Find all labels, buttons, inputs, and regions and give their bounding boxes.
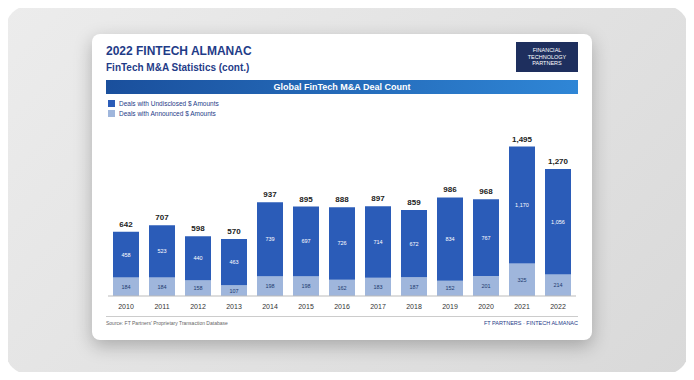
svg-text:2017: 2017 bbox=[370, 303, 386, 310]
svg-text:158: 158 bbox=[193, 285, 202, 291]
svg-text:598: 598 bbox=[191, 224, 205, 233]
svg-text:767: 767 bbox=[481, 235, 490, 241]
svg-text:1,270: 1,270 bbox=[548, 157, 569, 166]
html-text:Global FinTech M&A Deal Count: Global FinTech M&A Deal Count bbox=[273, 82, 411, 92]
html-text:Source: FT Partners' Proprieta: Source: FT Partners' Proprietary Transac… bbox=[106, 320, 228, 326]
svg-text:707: 707 bbox=[155, 213, 169, 222]
svg-text:2011: 2011 bbox=[154, 303, 169, 310]
svg-text:458: 458 bbox=[121, 252, 130, 258]
svg-text:937: 937 bbox=[263, 190, 277, 199]
svg-text:198: 198 bbox=[301, 283, 310, 289]
svg-text:2010: 2010 bbox=[118, 303, 134, 310]
svg-text:214: 214 bbox=[553, 282, 562, 288]
svg-text:1,170: 1,170 bbox=[515, 202, 529, 208]
svg-text:2014: 2014 bbox=[262, 303, 278, 310]
svg-text:2019: 2019 bbox=[442, 303, 458, 310]
html-text:Deals with Announced $ Amounts: Deals with Announced $ Amounts bbox=[119, 110, 216, 117]
svg-text:897: 897 bbox=[371, 194, 385, 203]
svg-text:107: 107 bbox=[229, 288, 238, 294]
svg-text:2020: 2020 bbox=[478, 303, 494, 310]
svg-text:162: 162 bbox=[337, 285, 346, 291]
svg-text:2013: 2013 bbox=[226, 303, 242, 310]
svg-text:570: 570 bbox=[227, 227, 241, 236]
svg-text:440: 440 bbox=[193, 255, 202, 261]
svg-text:2022: 2022 bbox=[550, 303, 566, 310]
svg-text:183: 183 bbox=[373, 284, 382, 290]
svg-text:714: 714 bbox=[373, 239, 382, 245]
svg-text:697: 697 bbox=[301, 238, 310, 244]
svg-text:187: 187 bbox=[409, 284, 418, 290]
html-text:FT PARTNERS · FINTECH ALMANAC: FT PARTNERS · FINTECH ALMANAC bbox=[483, 320, 578, 326]
svg-text:986: 986 bbox=[443, 185, 457, 194]
html-text:FinTech M&A Statistics (cont.): FinTech M&A Statistics (cont.) bbox=[106, 62, 250, 73]
svg-text:834: 834 bbox=[445, 236, 454, 242]
svg-text:201: 201 bbox=[481, 283, 490, 289]
svg-text:672: 672 bbox=[409, 241, 418, 247]
svg-text:1,495: 1,495 bbox=[512, 135, 533, 144]
svg-text:2012: 2012 bbox=[190, 303, 206, 310]
svg-text:184: 184 bbox=[157, 284, 166, 290]
svg-text:184: 184 bbox=[121, 284, 130, 290]
svg-text:2021: 2021 bbox=[514, 303, 530, 310]
svg-text:2018: 2018 bbox=[406, 303, 422, 310]
svg-text:739: 739 bbox=[265, 236, 274, 242]
svg-text:642: 642 bbox=[119, 220, 133, 229]
svg-text:1,056: 1,056 bbox=[551, 219, 565, 225]
svg-text:325: 325 bbox=[517, 277, 526, 283]
svg-text:726: 726 bbox=[337, 240, 346, 246]
svg-text:2015: 2015 bbox=[298, 303, 314, 310]
html-text:Deals with Undisclosed $ Amoun: Deals with Undisclosed $ Amounts bbox=[119, 100, 219, 107]
svg-text:859: 859 bbox=[407, 198, 421, 207]
html-text:2022 FINTECH ALMANAC: 2022 FINTECH ALMANAC bbox=[106, 44, 252, 58]
svg-text:888: 888 bbox=[335, 195, 349, 204]
html-text:FINANCIAL TECHNOLOGY PARTNERS: FINANCIAL TECHNOLOGY PARTNERS bbox=[527, 47, 567, 67]
svg-text:2016: 2016 bbox=[334, 303, 350, 310]
svg-text:523: 523 bbox=[157, 248, 166, 254]
svg-text:895: 895 bbox=[299, 195, 313, 204]
svg-text:198: 198 bbox=[265, 283, 274, 289]
svg-text:152: 152 bbox=[445, 285, 454, 291]
svg-text:463: 463 bbox=[229, 259, 238, 265]
svg-text:968: 968 bbox=[479, 187, 493, 196]
